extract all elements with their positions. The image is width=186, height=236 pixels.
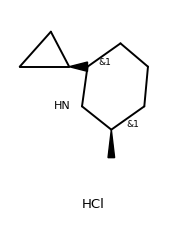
Text: &1: &1 <box>99 58 111 67</box>
Polygon shape <box>108 130 115 158</box>
Polygon shape <box>69 62 87 71</box>
Text: &1: &1 <box>126 121 139 130</box>
Text: HN: HN <box>54 101 71 111</box>
Text: HCl: HCl <box>82 198 104 211</box>
